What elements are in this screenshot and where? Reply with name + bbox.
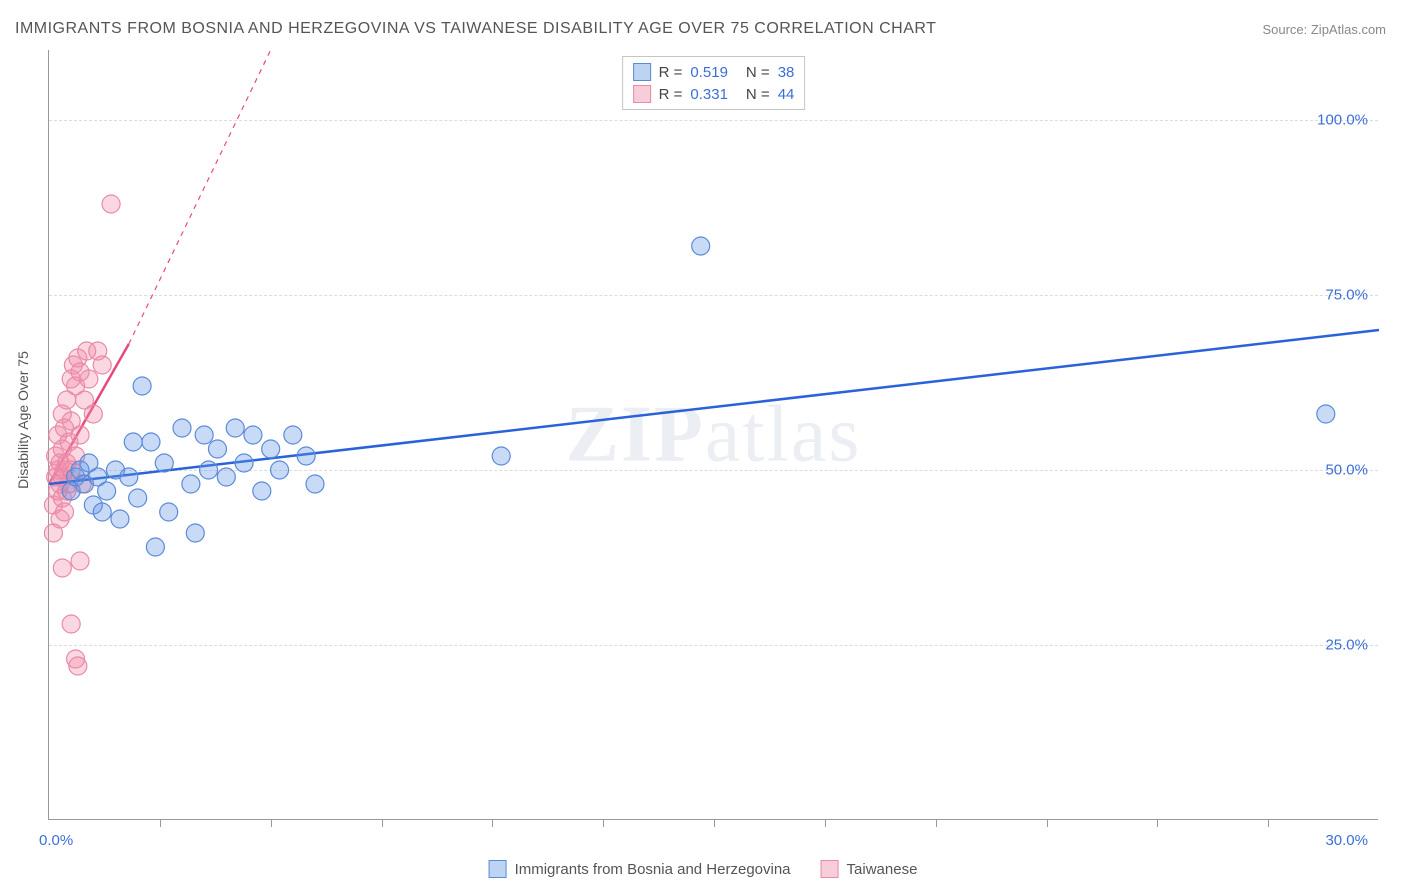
legend-r-pink: 0.331 [690,86,728,103]
data-point [120,468,138,486]
legend-label-pink: Taiwanese [847,861,918,878]
data-point [129,489,147,507]
data-point [62,615,80,633]
legend-item-blue: Immigrants from Bosnia and Herzegovina [489,860,791,878]
source-attribution: Source: ZipAtlas.com [1262,22,1386,37]
x-axis-min-label: 0.0% [39,832,73,849]
data-point [146,538,164,556]
legend-swatch-blue-icon [489,860,507,878]
legend-label-blue: Immigrants from Bosnia and Herzegovina [515,861,791,878]
data-point [93,503,111,521]
legend-r-label: R = [659,64,683,81]
data-point [124,433,142,451]
legend-n-label: N = [746,64,770,81]
x-tick [936,819,937,827]
x-tick [271,819,272,827]
x-tick [825,819,826,827]
x-tick [160,819,161,827]
x-tick [603,819,604,827]
data-point [142,433,160,451]
data-point [133,377,151,395]
data-point [186,524,204,542]
data-point [93,356,111,374]
data-point [244,426,262,444]
data-point [306,475,324,493]
scatter-svg [49,50,1378,819]
data-point [253,482,271,500]
x-tick [1268,819,1269,827]
data-point [297,447,315,465]
data-point [84,405,102,423]
data-point [69,657,87,675]
x-tick [382,819,383,827]
data-point [160,503,178,521]
data-point [208,440,226,458]
data-point [56,503,74,521]
legend-r-blue: 0.519 [690,64,728,81]
legend-correlation: R = 0.519 N = 38 R = 0.331 N = 44 [622,56,806,110]
legend-swatch-blue [633,63,651,81]
data-point [53,559,71,577]
legend-row-pink: R = 0.331 N = 44 [633,83,795,105]
trend-line-extension [129,50,271,344]
legend-r-label: R = [659,86,683,103]
data-point [195,426,213,444]
x-tick [492,819,493,827]
data-point [1317,405,1335,423]
legend-n-blue: 38 [778,64,795,81]
data-point [271,461,289,479]
data-point [284,426,302,444]
chart-container: IMMIGRANTS FROM BOSNIA AND HERZEGOVINA V… [0,0,1406,892]
chart-title: IMMIGRANTS FROM BOSNIA AND HERZEGOVINA V… [15,20,936,38]
x-axis-max-label: 30.0% [1325,832,1368,849]
data-point [102,195,120,213]
x-tick [1157,819,1158,827]
x-tick [1047,819,1048,827]
data-point [111,510,129,528]
legend-n-label: N = [746,86,770,103]
plot-area: ZIPatlas 25.0%50.0%75.0%100.0% R = 0.519… [48,50,1378,820]
data-point [71,552,89,570]
data-point [98,482,116,500]
y-axis-title: Disability Age Over 75 [15,351,31,489]
data-point [182,475,200,493]
data-point [262,440,280,458]
data-point [200,461,218,479]
data-point [226,419,244,437]
data-point [692,237,710,255]
data-point [217,468,235,486]
data-point [155,454,173,472]
data-point [492,447,510,465]
data-point [235,454,253,472]
x-tick [714,819,715,827]
legend-swatch-pink [633,85,651,103]
data-point [173,419,191,437]
legend-item-pink: Taiwanese [821,860,918,878]
data-point [71,426,89,444]
legend-n-pink: 44 [778,86,795,103]
legend-swatch-pink-icon [821,860,839,878]
legend-series: Immigrants from Bosnia and Herzegovina T… [489,860,918,878]
data-point [80,370,98,388]
legend-row-blue: R = 0.519 N = 38 [633,61,795,83]
